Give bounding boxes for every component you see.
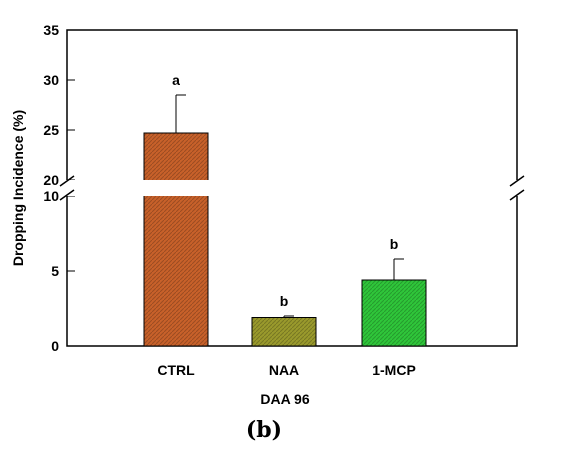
- y-tick-label: 20: [43, 172, 59, 188]
- y-tick-label: 0: [51, 338, 59, 354]
- axis-break-mark-right-top: [509, 175, 525, 187]
- x-tick-label: NAA: [269, 362, 299, 378]
- bars-layer: a b b: [143, 72, 427, 347]
- panel-label: (b): [246, 417, 282, 443]
- significance-letter: b: [280, 293, 289, 309]
- axis-break-mark-left-top: [59, 175, 75, 187]
- axis-break-mark-left-bottom: [59, 189, 75, 201]
- axis-break-gap: [50, 180, 530, 196]
- bar-texture: [144, 133, 208, 346]
- significance-letter: b: [390, 236, 399, 252]
- x-axis-label: DAA 96: [260, 391, 309, 407]
- y-tick-label: 25: [43, 122, 59, 138]
- x-tick-label: 1-MCP: [372, 362, 416, 378]
- y-tick-label: 30: [43, 72, 59, 88]
- axis-break-mark-right-bottom: [509, 189, 525, 201]
- y-tick-label: 5: [51, 263, 59, 279]
- bar-texture: [362, 280, 426, 346]
- y-tick-label: 35: [43, 22, 59, 38]
- x-tick-label: CTRL: [157, 362, 195, 378]
- y-tick-label: 10: [43, 188, 59, 204]
- bar-texture: [252, 317, 316, 346]
- significance-letter: a: [172, 72, 180, 88]
- y-axis-label: Dropping Incidence (%): [10, 110, 26, 266]
